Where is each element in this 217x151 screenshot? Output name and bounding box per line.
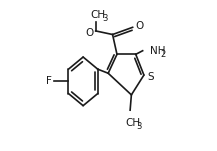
Text: CH: CH: [125, 118, 140, 128]
Text: O: O: [136, 21, 144, 31]
Text: 2: 2: [161, 50, 166, 59]
Text: NH: NH: [150, 46, 166, 56]
Text: O: O: [85, 28, 94, 38]
Text: CH: CH: [91, 10, 106, 20]
Text: F: F: [46, 76, 52, 86]
Text: S: S: [147, 72, 154, 82]
Text: 3: 3: [103, 14, 108, 23]
Text: 3: 3: [136, 122, 142, 131]
